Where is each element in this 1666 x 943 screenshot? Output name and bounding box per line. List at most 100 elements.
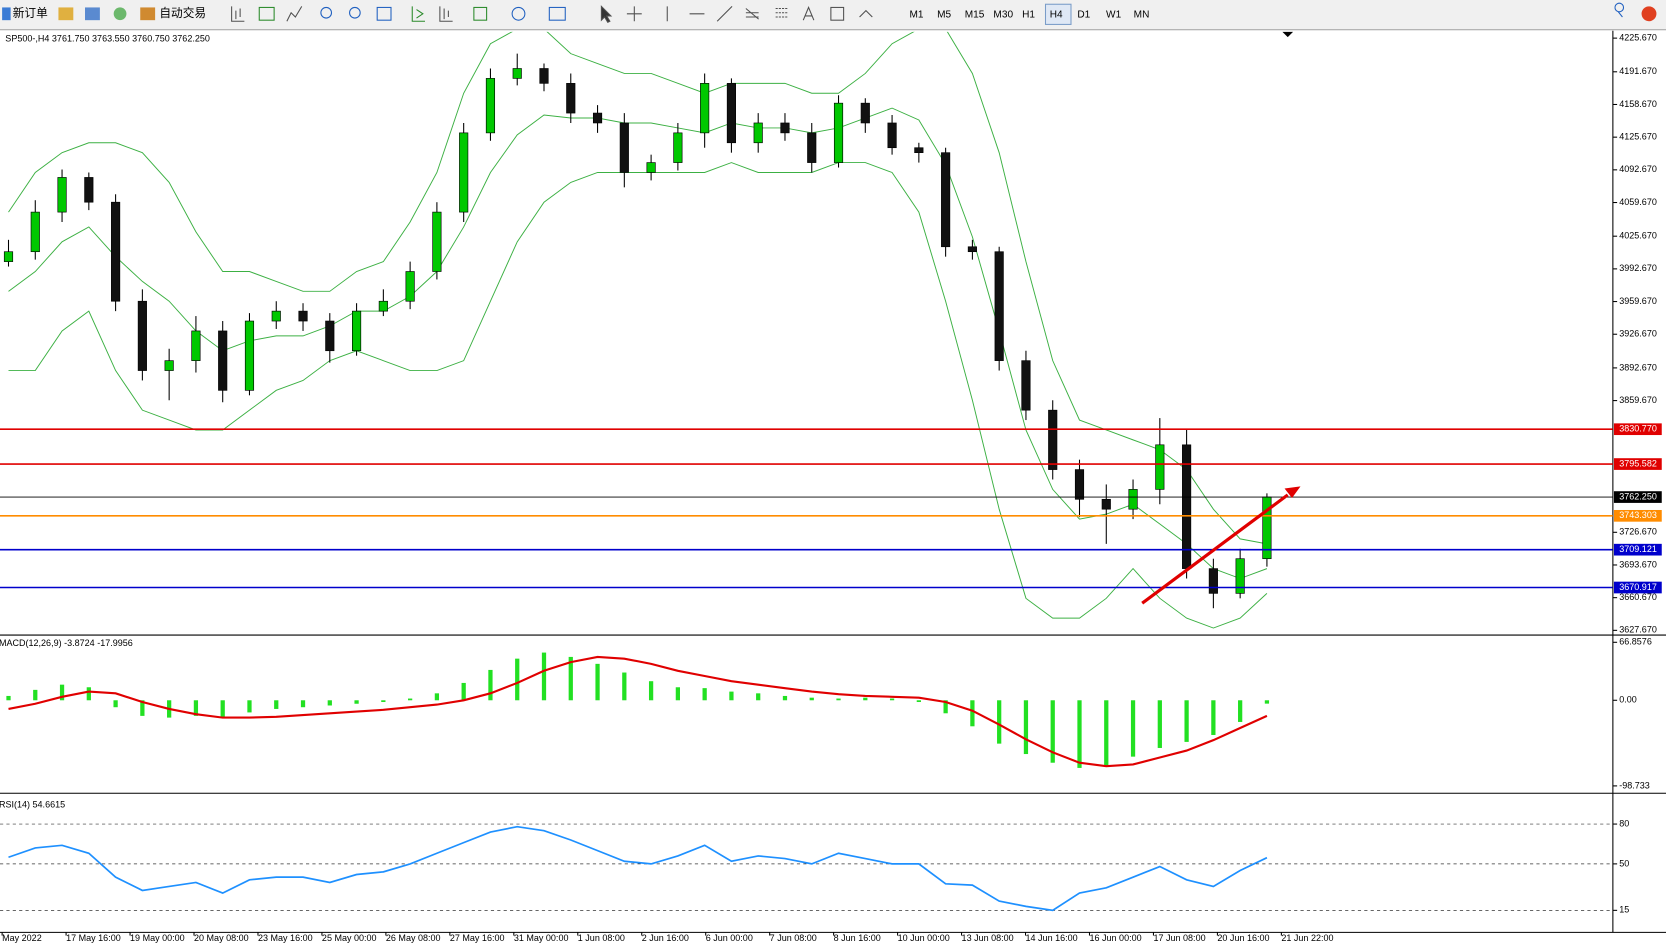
text-icon[interactable] — [802, 6, 815, 21]
rsi-pane — [0, 823, 1613, 912]
icon[interactable] — [439, 6, 453, 22]
icon[interactable] — [320, 6, 333, 19]
candle-body — [485, 78, 496, 134]
candle-body — [405, 271, 415, 302]
icon[interactable] — [859, 9, 873, 18]
y-tick-label: 50 — [1619, 858, 1629, 868]
macd-bar — [113, 700, 118, 708]
macd-bar — [889, 698, 895, 701]
price-level-label: 3670.917 — [1619, 582, 1657, 592]
time-label: 13 Jun 08:00 — [962, 933, 1014, 943]
cursor-icon[interactable] — [600, 5, 613, 23]
macd-bar — [247, 700, 252, 713]
y-tick-label: 3892.670 — [1619, 362, 1657, 372]
y-tick-label: 3627.670 — [1619, 625, 1657, 635]
timeframe-button[interactable]: M15 — [965, 10, 985, 21]
y-tick-label: 0.00 — [1619, 695, 1637, 705]
icon[interactable] — [113, 7, 127, 21]
timeframe-button[interactable]: M5 — [937, 10, 951, 21]
macd-bar — [648, 681, 654, 701]
price-level-tag — [1613, 423, 1662, 436]
price-level-label: 3709.121 — [1619, 544, 1657, 554]
time-label: 31 May 00:00 — [514, 933, 569, 943]
time-label: 17 Jun 08:00 — [1153, 933, 1205, 943]
candle-body — [298, 310, 308, 322]
price-level-label: 3762.250 — [1619, 491, 1657, 501]
macd-bar — [782, 695, 788, 701]
icon[interactable] — [411, 6, 425, 22]
icon[interactable] — [745, 8, 759, 20]
timeframe-button[interactable]: M1 — [910, 10, 924, 21]
axes: May 2022 17 May 16:00 19 May 00:00 20 May 0… — [0, 33, 1662, 943]
icon[interactable] — [286, 6, 303, 22]
candle-body — [1101, 498, 1111, 510]
icon[interactable] — [548, 6, 566, 21]
macd-bar — [809, 697, 814, 701]
price-level-label: 3795.582 — [1619, 458, 1657, 468]
candle-body — [1235, 558, 1245, 594]
search-icon[interactable] — [1614, 2, 1625, 18]
time-label: 20 May 08:00 — [194, 933, 249, 943]
icon[interactable] — [349, 6, 361, 19]
macd-bar — [863, 697, 868, 701]
crosshair-icon[interactable] — [626, 6, 642, 22]
macd-bar — [434, 693, 440, 701]
candle-body — [325, 320, 335, 352]
timeframe-button[interactable]: M30 — [993, 10, 1013, 21]
icon[interactable] — [140, 7, 156, 21]
icon[interactable] — [775, 7, 789, 18]
candle-body — [1155, 444, 1165, 490]
icon[interactable] — [58, 7, 74, 21]
indicator-title: SP500-,H4 3761.750 3763.550 3760.750 376… — [5, 34, 210, 44]
timeframe-button[interactable]: D1 — [1077, 10, 1090, 21]
new-order-button[interactable]: 新订单 — [13, 6, 48, 20]
macd-bar — [381, 700, 386, 703]
macd-bar — [408, 698, 413, 701]
candle-body — [941, 152, 951, 248]
time-label: 26 May 08:00 — [386, 933, 441, 943]
time-label: 14 Jun 16:00 — [1026, 933, 1078, 943]
label-icon[interactable] — [830, 6, 845, 21]
macd-bar — [461, 682, 466, 701]
candle-body — [352, 310, 362, 352]
timeframe-button[interactable]: W1 — [1106, 10, 1122, 21]
macd-bar — [515, 658, 520, 701]
candle-body — [914, 147, 924, 153]
timeframe-button[interactable]: H1 — [1022, 10, 1035, 21]
icon[interactable] — [231, 6, 245, 22]
icon[interactable] — [473, 6, 488, 21]
candle-body — [1128, 489, 1138, 510]
timeframe-button[interactable]: MN — [1134, 10, 1150, 21]
candle-body — [860, 102, 870, 124]
y-tick-label: 3926.670 — [1619, 329, 1657, 339]
notification-badge[interactable] — [1641, 6, 1657, 22]
macd-bar — [729, 691, 734, 701]
macd-bar — [997, 700, 1002, 744]
icon[interactable] — [258, 6, 275, 21]
y-tick-label: 3992.670 — [1619, 263, 1657, 273]
tool-icons — [231, 2, 1625, 23]
time-label: May 2022 — [2, 933, 42, 943]
icon[interactable] — [511, 6, 526, 21]
macd-bar — [622, 672, 627, 701]
timeframe-button[interactable]: H4 — [1050, 10, 1063, 21]
macd-bar — [33, 689, 38, 701]
indicator-title: MACD(12,26,9) -3.8724 -17.9956 — [0, 638, 133, 648]
auto-trading-button[interactable]: 自动交易 — [159, 6, 206, 20]
line-icons[interactable] — [666, 5, 733, 22]
icon[interactable] — [85, 7, 100, 21]
candle-body — [164, 360, 174, 371]
macd-bar — [274, 700, 279, 709]
macd-bar — [756, 693, 761, 701]
macd-signal — [8, 655, 1268, 768]
icon[interactable] — [2, 7, 11, 21]
icon[interactable] — [376, 6, 392, 21]
time-label: 25 May 00:00 — [322, 933, 377, 943]
macd-bar — [1130, 700, 1136, 757]
macd-bar — [140, 700, 145, 716]
macd-bar — [1023, 700, 1029, 755]
time-label: 6 Jun 00:00 — [706, 933, 753, 943]
indicator-title: RSI(14) 54.6615 — [0, 799, 65, 809]
y-tick-label: 3693.670 — [1619, 559, 1657, 569]
time-label: 27 May 16:00 — [450, 933, 505, 943]
